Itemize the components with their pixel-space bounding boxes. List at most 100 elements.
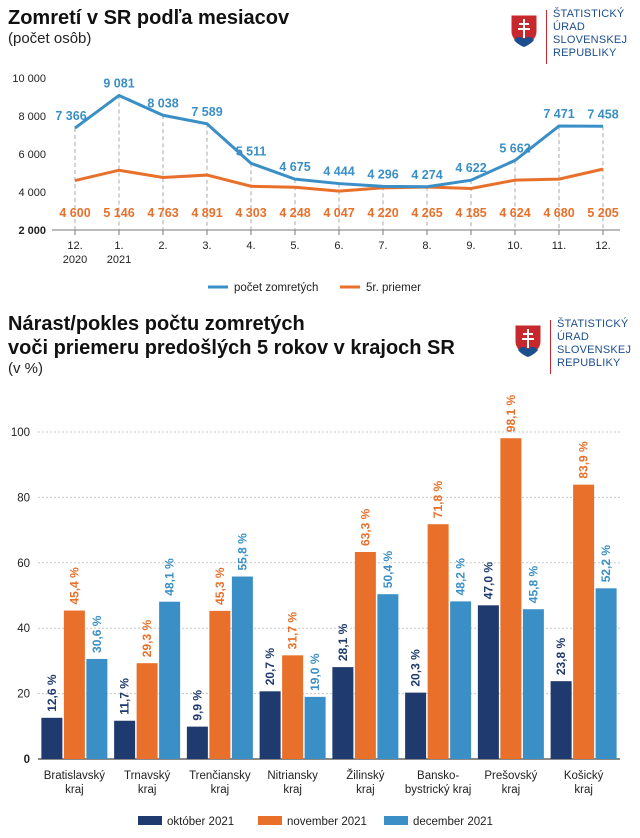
- x-tick-label: 4.: [246, 240, 255, 252]
- data-label-november-2021: 71,8 %: [431, 481, 445, 519]
- logo-text: ŠTATISTICKÝ ÚRAD SLOVENSKEJ REPUBLIKY: [553, 8, 628, 59]
- data-label-pocet-zomretych: 4 296: [367, 167, 398, 181]
- x-tick-label: 7.: [378, 240, 387, 252]
- legend-swatch-december-2021: [384, 816, 408, 825]
- data-label-pocet-zomretych: 7 471: [543, 107, 574, 121]
- data-label-december-2021: 45,8 %: [526, 566, 540, 604]
- data-label-pocet-zomretych: 7 366: [55, 109, 86, 123]
- data-label-5r-priemer: 4 680: [543, 206, 574, 220]
- data-label-pocet-zomretych: 9 081: [103, 76, 134, 90]
- y-tick-label: 20: [17, 689, 30, 701]
- y-tick-label: 80: [17, 492, 30, 504]
- data-label-5r-priemer: 4 248: [279, 206, 310, 220]
- y-tick-label: 100: [11, 427, 30, 439]
- x-tick-label: Bansko-bystrický kraj: [405, 770, 471, 796]
- series-line-pocet-zomretych: [74, 93, 604, 189]
- data-label-október-2021: 20,7 %: [263, 648, 277, 686]
- x-tick-label: 6.: [334, 240, 343, 252]
- bar-december-2021: [450, 601, 472, 759]
- bar-november-2021: [63, 610, 85, 759]
- x-tick-label: Prešovský kraj: [484, 770, 537, 796]
- slovak-coat-of-arms-icon: [514, 324, 542, 358]
- data-label-5r-priemer: 4 624: [499, 206, 530, 220]
- bar-december-2021: [595, 588, 617, 759]
- legend-label-pocet-zomretych: počet zomretých: [234, 282, 318, 294]
- y-tick-label: 6 000: [18, 149, 46, 161]
- bar-november-2021: [427, 524, 449, 759]
- data-label-5r-priemer: 5 205: [587, 206, 618, 220]
- data-label-november-2021: 45,4 %: [67, 567, 81, 605]
- x-tick-label: Trenčiansky kraj: [189, 770, 251, 796]
- x-tick-label: 12. 2020: [63, 240, 87, 266]
- bar-október-2021: [332, 667, 354, 759]
- bar-október-2021: [259, 691, 281, 759]
- bar-december-2021: [522, 609, 544, 759]
- data-label-5r-priemer: 4 600: [59, 206, 90, 220]
- legend-label-5r-priemer: 5r. priemer: [366, 282, 421, 294]
- data-label-5r-priemer: 4 047: [323, 206, 354, 220]
- x-tick-label: 2.: [158, 240, 167, 252]
- chart2-subtitle: (v %): [8, 360, 43, 377]
- statistical-office-logo: ŠTATISTICKÝ ÚRAD SLOVENSKEJ REPUBLIKY: [510, 8, 640, 66]
- data-label-november-2021: 63,3 %: [358, 508, 372, 546]
- data-label-5r-priemer: 4 891: [191, 206, 222, 220]
- y-tick-label: 0: [24, 754, 30, 766]
- y-tick-label: 60: [17, 558, 30, 570]
- y-tick-label: 10 000: [12, 73, 46, 85]
- data-label-december-2021: 52,2 %: [599, 545, 613, 583]
- data-label-november-2021: 98,1 %: [504, 395, 518, 433]
- x-tick-label: 8.: [422, 240, 431, 252]
- x-tick-label: Košický kraj: [564, 770, 604, 796]
- legend-swatch-november-2021: [258, 816, 282, 825]
- chart2-title-line1: Nárast/pokles počtu zomretých: [8, 313, 305, 335]
- x-tick-label: Žilinský kraj: [346, 769, 385, 796]
- chart2-title-line2: voči priemeru predošlých 5 rokov v krajo…: [8, 337, 455, 359]
- data-label-pocet-zomretych: 5 662: [499, 141, 530, 155]
- y-tick-label: 8 000: [18, 111, 46, 123]
- bar-december-2021: [86, 658, 108, 759]
- data-label-5r-priemer: 4 185: [455, 206, 486, 220]
- data-label-október-2021: 12,6 %: [45, 674, 59, 712]
- data-label-5r-priemer: 4 763: [147, 206, 178, 220]
- bar-október-2021: [477, 605, 499, 759]
- data-label-pocet-zomretych: 8 038: [147, 96, 178, 110]
- bar-október-2021: [114, 720, 136, 759]
- data-label-december-2021: 48,1 %: [163, 558, 177, 596]
- legend-label-november-2021: november 2021: [287, 816, 367, 828]
- data-label-október-2021: 47,0 %: [481, 562, 495, 600]
- x-tick-label: 11.: [552, 240, 566, 252]
- chart1-subtitle: (počet osôb): [8, 30, 92, 47]
- y-tick-label: 40: [17, 623, 30, 635]
- bar-chart: 0 20 40 60 80 100 12,6 % 45,4 % 30,6 % 11,7 % 29,…: [11, 395, 620, 828]
- line-chart: 2 000 4 000 6 000 8 000 10 000 12. 2020 1. 2021…: [12, 73, 620, 294]
- data-label-december-2021: 19,0 %: [308, 653, 322, 691]
- bar-október-2021: [405, 692, 427, 759]
- chart1-title: Zomretí v SR podľa mesiacov: [8, 7, 290, 29]
- logo-text: ŠTATISTICKÝ ÚRAD SLOVENSKEJ REPUBLIKY: [557, 318, 632, 369]
- data-label-5r-priemer: 4 265: [411, 206, 442, 220]
- legend-label-december-2021: december 2021: [413, 816, 493, 828]
- x-tick-label: 12.: [595, 240, 610, 252]
- data-label-pocet-zomretych: 7 589: [191, 105, 222, 119]
- bar-november-2021: [573, 484, 595, 759]
- bar-november-2021: [209, 610, 231, 759]
- statistical-office-logo-2: ŠTATISTICKÝ ÚRAD SLOVENSKEJ REPUBLIKY: [514, 318, 640, 376]
- bar-december-2021: [231, 576, 253, 759]
- bar-október-2021: [41, 717, 63, 759]
- legend-label-október-2021: október 2021: [167, 816, 234, 828]
- x-tick-label: Trnavský kraj: [124, 770, 170, 796]
- bar-november-2021: [136, 663, 158, 759]
- data-label-október-2021: 28,1 %: [336, 623, 350, 661]
- data-label-5r-priemer: 5 146: [103, 206, 134, 220]
- series-line-5r-priemer: [74, 167, 604, 193]
- data-label-november-2021: 29,3 %: [140, 619, 154, 657]
- bar-október-2021: [550, 681, 572, 759]
- y-tick-label: 4 000: [18, 187, 46, 199]
- data-label-pocet-zomretych: 5 511: [236, 144, 267, 158]
- x-tick-label: 3.: [202, 240, 211, 252]
- data-label-október-2021: 11,7 %: [118, 678, 132, 715]
- x-tick-label: 1. 2021: [107, 240, 131, 266]
- bar-november-2021: [354, 552, 376, 759]
- data-label-október-2021: 9,9 %: [190, 690, 204, 721]
- data-label-november-2021: 31,7 %: [286, 612, 300, 650]
